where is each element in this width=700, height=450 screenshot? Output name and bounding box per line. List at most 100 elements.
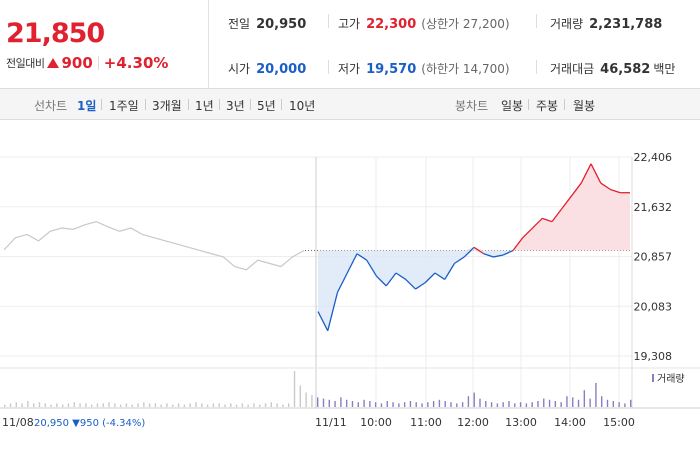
stat-prev-close: 전일 20,950 — [228, 15, 306, 32]
price-segment — [454, 256, 465, 264]
tab-5year[interactable]: 5년 — [257, 99, 276, 113]
volume-bar — [177, 403, 180, 407]
tab-10year[interactable]: 10년 — [289, 99, 316, 113]
volume-bar — [270, 402, 273, 407]
volume-bar — [311, 395, 313, 407]
price-segment — [483, 253, 494, 258]
price-segment — [385, 272, 397, 287]
volume-bar — [166, 403, 168, 407]
tab-3year[interactable]: 3년 — [226, 99, 245, 113]
volume-bar — [230, 403, 232, 407]
chart-labels: 22,406 21,632 20,857 20,083 19,308 거래량 11/08 20… — [2, 151, 685, 429]
prev-day-line — [3, 220, 305, 271]
price-segment — [473, 246, 485, 255]
volume-bar — [90, 404, 93, 407]
prev-day-date-label: 11/08 — [2, 416, 34, 429]
x-tick-label: 12:00 — [457, 416, 489, 429]
upper-limit: (상한가 27,200) — [421, 17, 510, 31]
divider — [250, 99, 251, 110]
divider — [219, 99, 220, 110]
volume-bar — [21, 403, 23, 407]
volume-bar — [317, 397, 319, 407]
price-segment — [463, 246, 475, 258]
prev-day-summary: 20,950 ▼950 (-4.34%) — [34, 418, 145, 429]
volume-bar — [201, 403, 203, 407]
volume-bar — [589, 398, 591, 407]
line-chart-label: 선차트 — [34, 99, 68, 113]
volume-bar — [351, 401, 354, 407]
price-segment — [512, 237, 524, 251]
x-tick-label: 15:00 — [603, 416, 635, 429]
stat-high: 고가 22,300 (상한가 27,200) — [338, 15, 510, 32]
x-tick-label: 13:00 — [505, 416, 537, 429]
tab-1year[interactable]: 1년 — [195, 99, 214, 113]
volume-bar — [467, 396, 470, 407]
divider — [564, 99, 565, 110]
volume-bar — [595, 383, 597, 407]
volume-bar — [543, 398, 545, 407]
tab-1day[interactable]: 1일 — [77, 99, 97, 113]
volume-bar — [38, 402, 41, 407]
volume-bar — [259, 404, 261, 407]
divider — [188, 99, 189, 110]
volume-bar — [369, 401, 371, 407]
stat-low: 저가 19,570 (하한가 14,700) — [338, 60, 510, 77]
today-date-label: 11/11 — [315, 416, 347, 429]
price-segment — [356, 253, 368, 261]
volume-bar — [247, 404, 249, 407]
volume-bar — [514, 403, 516, 407]
volume-bar — [183, 404, 186, 407]
price-segment — [366, 259, 378, 277]
tab-3month[interactable]: 3개월 — [152, 99, 182, 113]
volume-bar — [502, 402, 504, 407]
tab-daily-candle[interactable]: 일봉 — [501, 99, 524, 113]
tab-monthly-candle[interactable]: 월봉 — [573, 99, 596, 113]
chart-tabs: 선차트 1일 1주일 3개월 1년 3년 5년 10년 봉차트 일봉 주봉 월봉 — [0, 89, 700, 120]
volume-bar — [44, 403, 46, 407]
volume-bar — [102, 403, 104, 407]
volume-bar — [432, 401, 435, 407]
volume-bar — [119, 404, 122, 407]
volume-bar — [363, 399, 365, 407]
price-segment — [580, 163, 592, 184]
price-segment — [610, 188, 621, 194]
volume-bar — [537, 401, 539, 407]
volume-bar — [50, 404, 52, 407]
stat-value: 20,950 — [256, 17, 307, 32]
stat-label: 고가 — [338, 17, 361, 31]
below-baseline-fill — [318, 250, 630, 331]
volume-bar — [438, 399, 441, 407]
tab-1week[interactable]: 1주일 — [109, 99, 139, 113]
volume-bar — [485, 401, 487, 407]
volume-bar — [56, 403, 58, 407]
divider — [97, 56, 99, 70]
stat-label: 시가 — [228, 62, 251, 76]
price-segment — [570, 182, 582, 197]
change-percent: +4.30% — [103, 54, 169, 72]
volume-bar — [566, 396, 568, 407]
volume-bar — [380, 403, 383, 407]
volume-bar — [415, 402, 417, 407]
divider — [281, 99, 282, 110]
stat-value: 22,300 — [366, 17, 417, 32]
volume-bar — [235, 404, 238, 407]
volume-bar — [96, 403, 99, 407]
price-segment — [346, 253, 358, 274]
volume-bar — [630, 399, 632, 407]
stat-label: 거래량 — [550, 17, 584, 31]
price-segment — [590, 163, 602, 184]
tab-weekly-candle[interactable]: 주봉 — [536, 99, 559, 113]
amount-unit: 백만 — [653, 62, 676, 76]
volume-legend-label: 거래량 — [657, 373, 685, 385]
volume-bar — [206, 404, 209, 407]
volume-bar — [398, 403, 400, 407]
volume-bar — [61, 404, 64, 407]
price-segment — [493, 254, 504, 258]
volume-bar — [305, 392, 307, 407]
volume-bar — [409, 401, 412, 407]
chart-lines — [3, 163, 630, 332]
divider — [328, 60, 329, 74]
price-segment — [600, 182, 611, 191]
volume-bar — [212, 403, 215, 407]
